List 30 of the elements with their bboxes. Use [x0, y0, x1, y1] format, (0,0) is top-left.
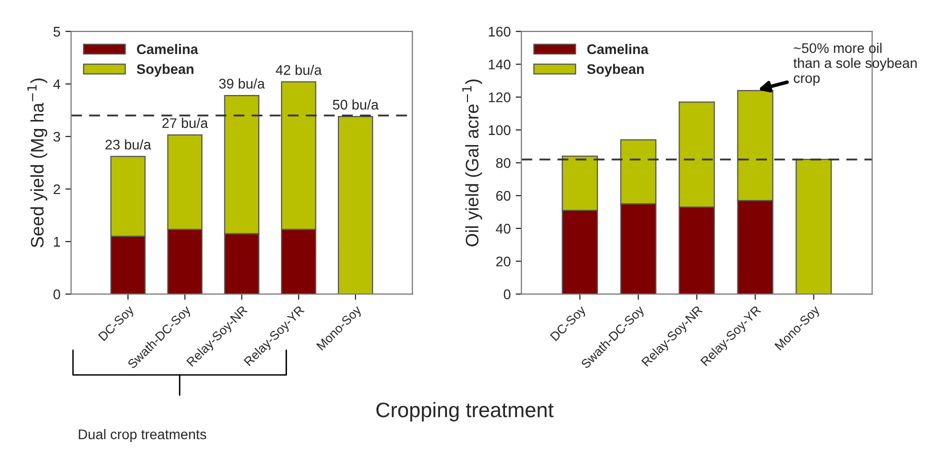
annotation: 42 bu/a [276, 64, 322, 75]
y-tick-label: 4 [53, 79, 60, 89]
y-tick-label: 0 [504, 289, 510, 300]
x-axis-title: Cropping treatment [376, 402, 554, 422]
annotation: 50 bu/a [332, 99, 379, 110]
y-tick-label: 40 [496, 224, 510, 234]
y-tick-label: 5 [54, 26, 60, 37]
y-tick-label: 2 [54, 184, 60, 194]
y-tick-label: 3 [53, 132, 60, 142]
annotation: 23 bu/a [106, 139, 152, 150]
legend-label: Camelina [136, 44, 198, 54]
y-tick-label: 80 [496, 158, 510, 168]
legend-label: Soybean [587, 64, 644, 77]
legend-label: Soybean [136, 64, 194, 77]
y-tick-label: 120 [488, 92, 510, 102]
y-axis-title: Oil yield (Gal acre$^{−1}$) [462, 80, 482, 246]
bar [338, 116, 374, 294]
y-tick-label: 1 [54, 237, 60, 247]
text: Dual crop treatments [78, 429, 206, 442]
bar [796, 158, 832, 294]
y-tick-label: 100 [488, 125, 510, 136]
annotation: 27 bu/a [162, 118, 208, 128]
y-tick-label: 60 [496, 190, 510, 201]
y-tick-label: 160 [488, 26, 510, 37]
annotation: 39 bu/a [219, 78, 265, 89]
y-tick-label: 20 [496, 256, 510, 266]
y-axis-title: Seed yield (Mg ha$^{−1}$) [27, 78, 48, 248]
y-tick-label: 140 [488, 60, 510, 70]
y-tick-label: 0 [54, 289, 60, 300]
legend-label: Camelina [587, 44, 649, 54]
